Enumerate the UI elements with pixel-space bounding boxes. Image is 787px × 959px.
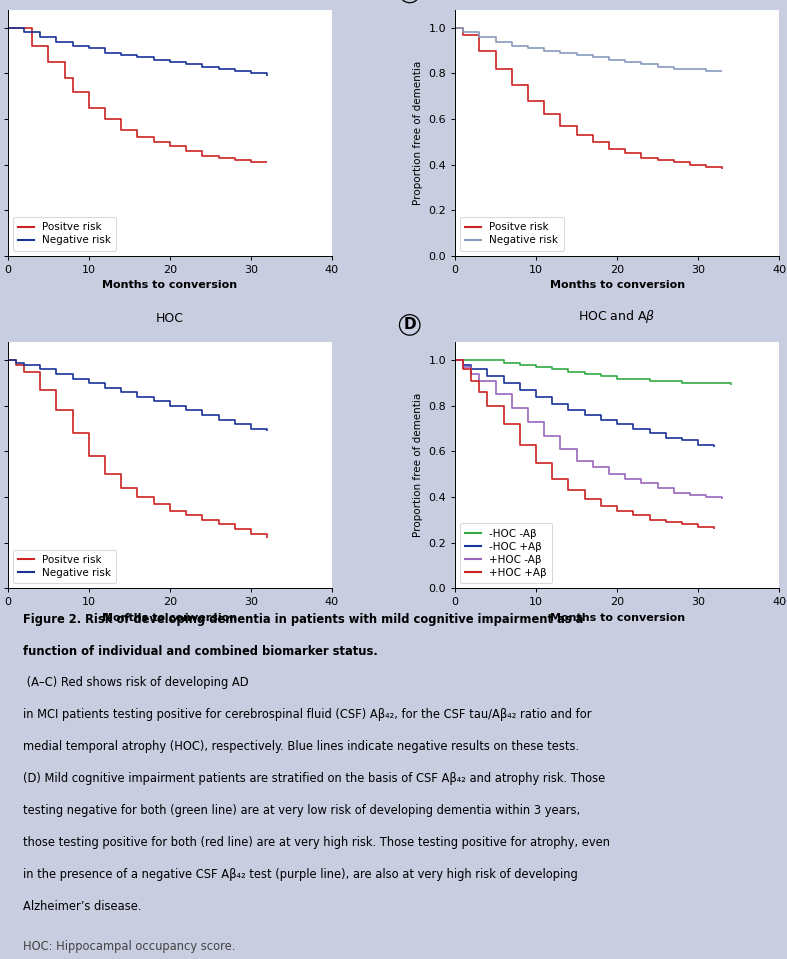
Legend: Positve risk, Negative risk: Positve risk, Negative risk (13, 217, 116, 250)
Text: (A–C) Red shows risk of developing AD: (A–C) Red shows risk of developing AD (24, 676, 249, 690)
Legend: -HOC -Aβ, -HOC +Aβ, +HOC -Aβ, +HOC +Aβ: -HOC -Aβ, -HOC +Aβ, +HOC -Aβ, +HOC +Aβ (460, 524, 552, 583)
X-axis label: Months to conversion: Months to conversion (549, 613, 685, 623)
Text: HOC: HOC (156, 312, 184, 325)
Text: HOC and A$\beta$: HOC and A$\beta$ (578, 308, 656, 325)
Text: function of individual and combined biomarker status.: function of individual and combined biom… (24, 644, 378, 658)
X-axis label: Months to conversion: Months to conversion (102, 280, 238, 291)
Text: D: D (404, 317, 416, 333)
Legend: Positve risk, Negative risk: Positve risk, Negative risk (460, 217, 563, 250)
Text: in the presence of a negative CSF Aβ₄₂ test (purple line), are also at very high: in the presence of a negative CSF Aβ₄₂ t… (24, 868, 578, 881)
Text: Figure 2. Risk of developing dementia in patients with mild cognitive impairment: Figure 2. Risk of developing dementia in… (24, 613, 584, 625)
Y-axis label: Proportion free of dementia: Proportion free of dementia (412, 60, 423, 205)
Text: HOC: Hippocampal occupancy score.: HOC: Hippocampal occupancy score. (24, 940, 235, 953)
Text: Alzheimer’s disease.: Alzheimer’s disease. (24, 901, 142, 913)
Y-axis label: Proportion free of dementia: Proportion free of dementia (412, 393, 423, 537)
Text: testing negative for both (green line) are at very low risk of developing dement: testing negative for both (green line) a… (24, 805, 581, 817)
Text: (D) Mild cognitive impairment patients are stratified on the basis of CSF Aβ₄₂ a: (D) Mild cognitive impairment patients a… (24, 772, 605, 785)
Text: those testing positive for both (red line) are at very high risk. Those testing : those testing positive for both (red lin… (24, 836, 610, 850)
X-axis label: Months to conversion: Months to conversion (549, 280, 685, 291)
Text: in MCI patients testing positive for cerebrospinal fluid (CSF) Aβ₄₂, for the CSF: in MCI patients testing positive for cer… (24, 709, 592, 721)
Legend: Positve risk, Negative risk: Positve risk, Negative risk (13, 550, 116, 583)
X-axis label: Months to conversion: Months to conversion (102, 613, 238, 623)
Text: medial temporal atrophy (HOC), respectively. Blue lines indicate negative result: medial temporal atrophy (HOC), respectiv… (24, 740, 579, 754)
